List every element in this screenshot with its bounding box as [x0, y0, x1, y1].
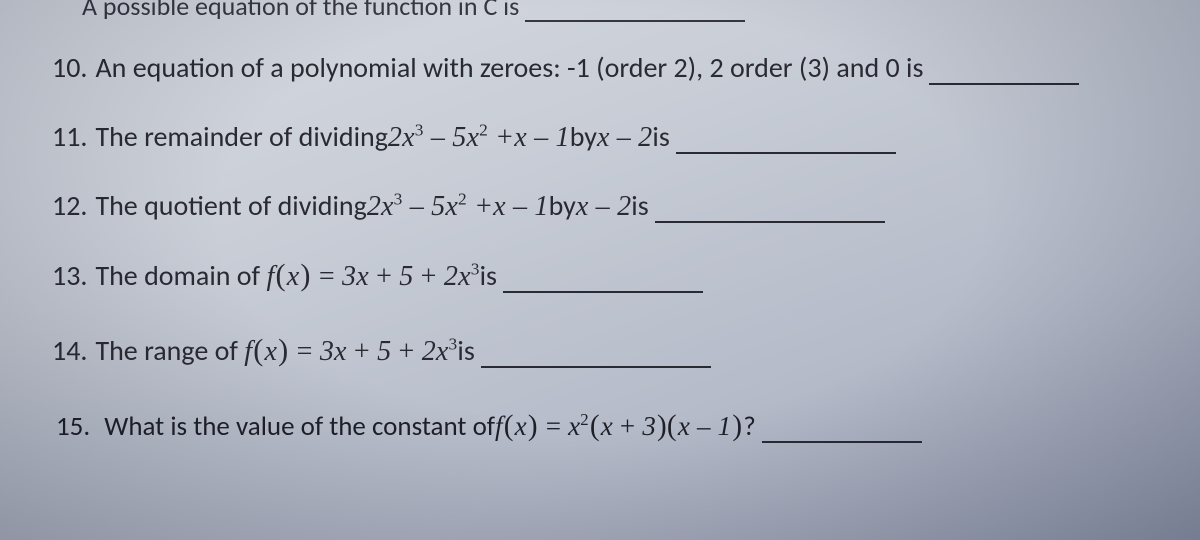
q12-divisor: x – 2 — [576, 191, 631, 223]
q12-blank[interactable] — [655, 192, 885, 223]
question-9-fragment: A possible equation of the function in C… — [82, 0, 745, 22]
q13-text-before: The domain of — [95, 258, 260, 293]
q10-blank[interactable] — [929, 54, 1079, 85]
q11-text-before: The remainder of dividing — [95, 119, 387, 154]
question-10: 10. An equation of a polynomial with zer… — [52, 50, 1079, 85]
q9-text: A possible equation of the function in C… — [82, 0, 519, 22]
question-15: 15. What is the value of the constant of… — [56, 410, 922, 443]
q13-function: f(x) = 3x + 5 + 2x3 — [266, 258, 479, 293]
q12-text-mid: by — [549, 188, 576, 223]
q12-number: 12. — [52, 188, 87, 223]
q13-blank[interactable] — [503, 262, 703, 293]
q14-blank[interactable] — [481, 337, 711, 368]
q15-text-after: ? — [743, 410, 756, 443]
q15-function: f(x) = x2(x + 3)(x – 1) — [495, 410, 743, 443]
q12-expression: 2x3 – 5x2 +x – 1 — [367, 191, 549, 223]
q14-function: f(x) = 3x + 5 + 2x3 — [244, 333, 457, 368]
q11-blank[interactable] — [676, 123, 896, 154]
q10-text: An equation of a polynomial with zeroes:… — [95, 50, 923, 85]
question-13: 13. The domain of f(x) = 3x + 5 + 2x3 is — [52, 258, 703, 293]
q12-text-before: The quotient of dividing — [95, 188, 366, 223]
q9-blank[interactable] — [525, 0, 745, 22]
q13-text-after: is — [480, 258, 497, 293]
q15-number: 15. — [56, 410, 90, 443]
q15-blank[interactable] — [762, 413, 922, 443]
q12-text-after: is — [631, 188, 648, 223]
q11-divisor: x – 2 — [597, 122, 652, 154]
q13-number: 13. — [52, 258, 87, 293]
q14-number: 14. — [52, 333, 87, 368]
question-12: 12. The quotient of dividing 2x3 – 5x2 +… — [52, 188, 885, 223]
q14-text-after: is — [457, 333, 474, 368]
q10-number: 10. — [52, 50, 87, 85]
q11-text-mid: by — [570, 119, 597, 154]
question-11: 11. The remainder of dividing 2x3 – 5x2 … — [52, 119, 896, 154]
q11-expression: 2x3 – 5x2 +x – 1 — [388, 122, 570, 154]
q11-text-after: is — [652, 119, 669, 154]
q11-number: 11. — [52, 119, 87, 154]
question-14: 14. The range of f(x) = 3x + 5 + 2x3 is — [52, 333, 711, 368]
q15-text-before: What is the value of the constant of — [104, 410, 495, 443]
q14-text-before: The range of — [95, 333, 237, 368]
